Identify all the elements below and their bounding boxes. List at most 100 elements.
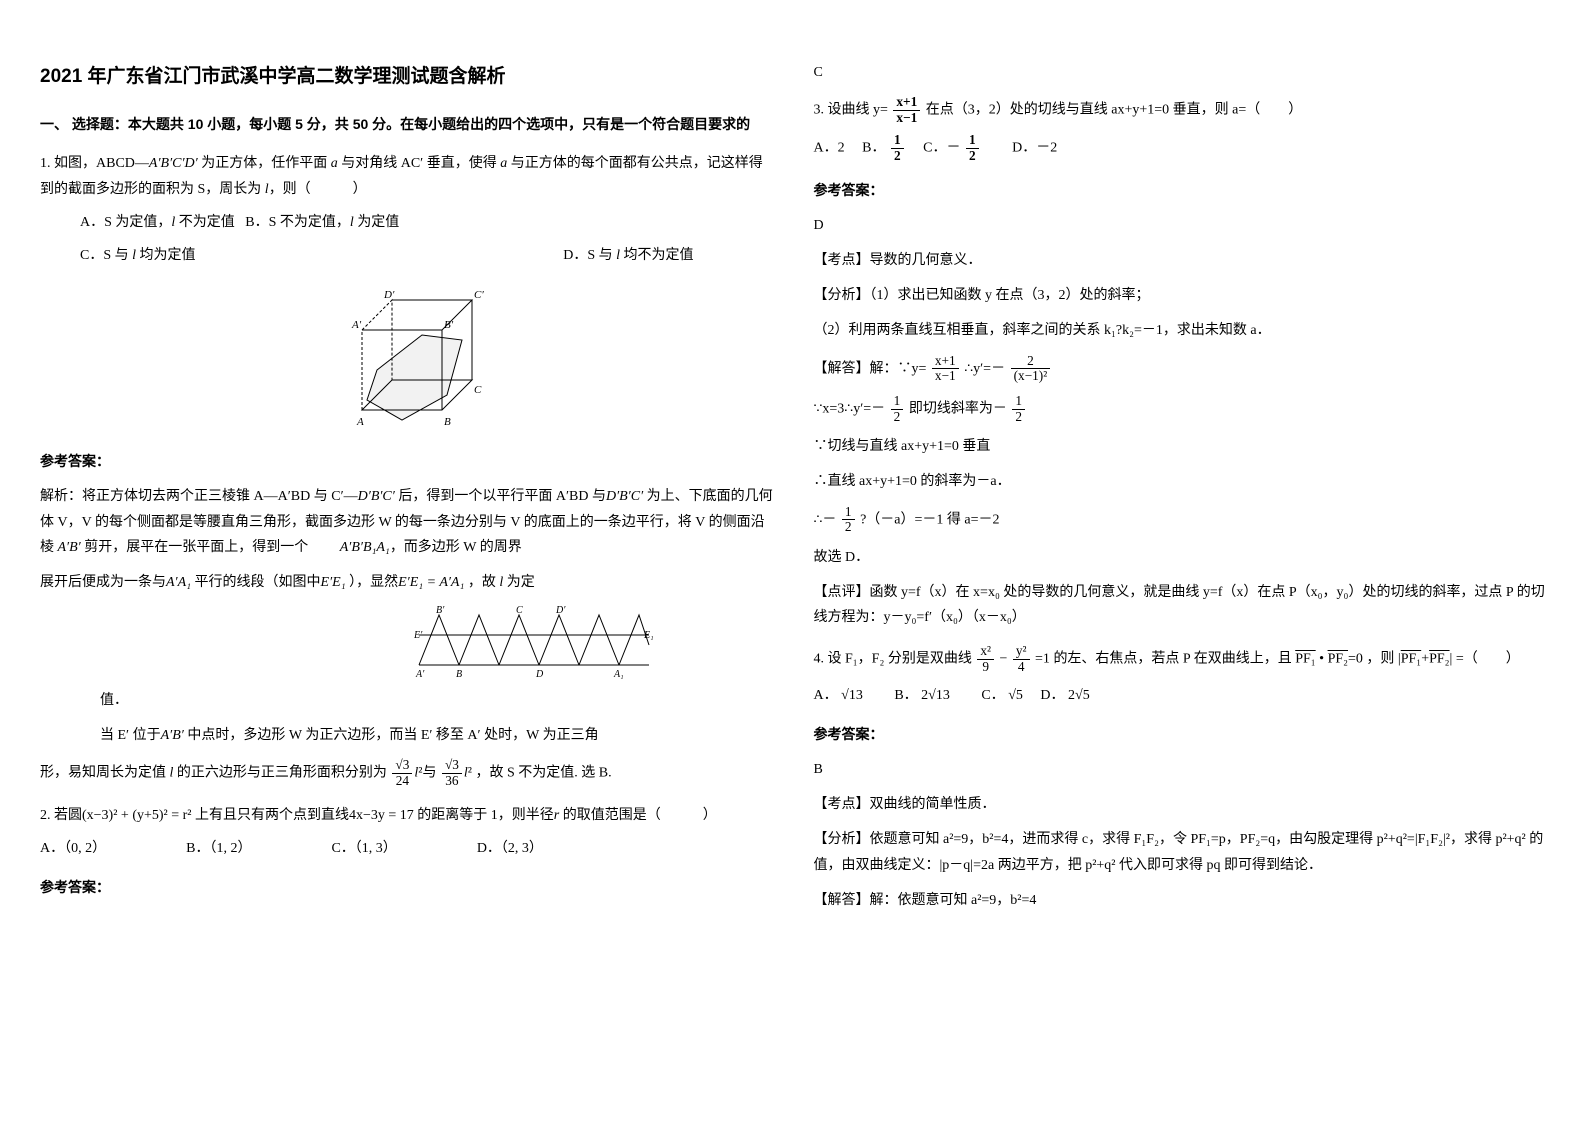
option-b: B． <box>862 141 885 156</box>
answer-label: 参考答案： <box>40 875 774 900</box>
option-b: B．S 不为定值， <box>245 215 350 230</box>
question-3: 3. 设曲线 y= x+1x−1 在点（3，2）处的切线与直线 ax+y+1=0… <box>814 95 1548 630</box>
q2-answer: C <box>814 60 1548 85</box>
q3-fenxi1: 【分析】（1）求出已知函数 y 在点（3，2）处的斜率； <box>814 283 1548 308</box>
svg-text:A: A <box>356 416 364 428</box>
q1-analysis-2: 展开后便成为一条与A′A₁ 平行的线段（如图中E′E₁ ），显然E′E₁ = A… <box>40 570 774 595</box>
fraction: x+1x−1 <box>932 354 959 384</box>
question-1: 1. 如图，ABCD—A′B′C′D′ 为正方体，任作平面 a 与对角线 AC′… <box>40 151 774 788</box>
var-a: a <box>500 156 507 171</box>
q4-answer: B <box>814 757 1548 782</box>
option-c: C．S 与 l 均为定值 <box>80 243 196 268</box>
question-4: 4. 设 F₁，F₂ 分别是双曲线 x²9 − y²4 =1 的左、右焦点，若点… <box>814 644 1548 913</box>
svg-text:C: C <box>516 605 523 616</box>
option-a: A．（0, 2） <box>40 836 106 861</box>
fraction: y²4 <box>1013 644 1030 674</box>
svg-text:D′: D′ <box>383 289 395 301</box>
q1-analysis-1: 解析：将正方体切去两个正三棱锥 A—A′BD 与 C′—D′B′C′ 后，得到一… <box>40 484 774 560</box>
svg-text:A₁: A₁ <box>613 669 624 680</box>
svg-text:B′: B′ <box>444 319 454 331</box>
math: (x−3)² + (y+5)² = r² <box>82 808 191 823</box>
q1-analysis-5: 形，易知周长为定值 l 的正六边形与正三角形面积分别为 √324l²与 √336… <box>40 758 774 788</box>
q1-analysis-4: 当 E′ 位于A′B′ 中点时，多边形 W 为正六边形，而当 E′ 移至 A′ … <box>40 723 774 748</box>
option-b: B． <box>894 688 917 703</box>
fraction: x+1x−1 <box>893 95 920 125</box>
q3-fenxi2: （2）利用两条直线互相垂直，斜率之间的关系 k₁?k₂=－1，求出未知数 a． <box>814 318 1548 343</box>
page-title: 2021 年广东省江门市武溪中学高二数学理测试题含解析 <box>40 60 774 94</box>
q1-body: 1. 如图，ABCD—A′B′C′D′ 为正方体，任作平面 a 与对角线 AC′… <box>40 151 774 201</box>
option-d: D．（2, 3） <box>477 836 543 861</box>
fraction: 12 <box>891 394 904 424</box>
cube-figure: A B C A′ B′ C′ D′ <box>322 280 492 435</box>
q3-jieda2: ∵x=3∴y′=－ 12 即切线斜率为－ 12 <box>814 394 1548 424</box>
q3-jieda1: 【解答】解：∵y= x+1x−1 ∴y′=－ 2(x−1)² <box>814 354 1548 384</box>
vector: PF₂ <box>1328 652 1348 667</box>
math: A′B′C′D′ <box>149 156 198 171</box>
var-a: a <box>331 156 338 171</box>
q4-jieda: 【解答】解：依题意可知 a²=9，b²=4 <box>814 888 1548 913</box>
q4-body: 4. 设 F₁，F₂ 分别是双曲线 x²9 − y²4 =1 的左、右焦点，若点… <box>814 644 1548 674</box>
math: 4x−3y = 17 <box>349 808 414 823</box>
fraction: x²9 <box>977 644 994 674</box>
text: 不为定值 <box>175 215 235 230</box>
vector: PF₁ <box>1401 652 1421 667</box>
fraction: 12 <box>891 133 904 163</box>
q3-dianping: 【点评】函数 y=f（x）在 x=x₀ 处的导数的几何意义，就是曲线 y=f（x… <box>814 580 1548 630</box>
q2-body: 2. 若圆(x−3)² + (y+5)² = r² 上有且只有两个点到直线4x−… <box>40 803 774 828</box>
svg-text:E₁: E₁ <box>643 630 654 641</box>
fraction: 2(x−1)² <box>1011 354 1051 384</box>
q3-answer: D <box>814 213 1548 238</box>
q4-fenxi: 【分析】依题意可知 a²=9，b²=4，进而求得 c，求得 F₁F₂，令 PF₁… <box>814 827 1548 877</box>
option-a: A．2 <box>814 141 845 156</box>
option-b: B．（1, 2） <box>186 836 251 861</box>
option-c: C． <box>981 688 1004 703</box>
answer-label: 参考答案： <box>40 449 774 474</box>
q1-options-cd: C．S 与 l 均为定值 D．S 与 l 均不为定值 <box>40 243 774 268</box>
svg-text:C: C <box>474 384 482 396</box>
text: 为正方体，任作平面 <box>201 156 327 171</box>
answer-label: 参考答案： <box>814 178 1548 203</box>
q3-jieda3: ∵切线与直线 ax+y+1=0 垂直 <box>814 434 1548 459</box>
answer-label: 参考答案： <box>814 722 1548 747</box>
vector: PF₁ <box>1295 652 1315 667</box>
q3-kaodian: 【考点】导数的几何意义． <box>814 248 1548 273</box>
fraction: √324 <box>392 758 412 788</box>
fraction: 12 <box>842 505 855 535</box>
svg-text:D: D <box>535 669 544 680</box>
q4-kaodian: 【考点】双曲线的简单性质． <box>814 792 1548 817</box>
svg-text:B: B <box>444 416 451 428</box>
svg-text:A′: A′ <box>351 319 362 331</box>
fraction: 12 <box>1012 394 1025 424</box>
text: 为定值 <box>354 215 400 230</box>
option-c: C．－ <box>923 141 960 156</box>
q1-options-ab: A．S 为定值，l 不为定值 B．S 不为定值，l 为定值 <box>40 210 774 235</box>
svg-text:B: B <box>456 669 462 680</box>
svg-text:C′: C′ <box>474 289 484 301</box>
option-a: A．S 为定值， <box>80 215 171 230</box>
q3-jieda4: ∴直线 ax+y+1=0 的斜率为－a． <box>814 469 1548 494</box>
q3-body: 3. 设曲线 y= x+1x−1 在点（3，2）处的切线与直线 ax+y+1=0… <box>814 95 1548 125</box>
q3-jieda6: 故选 D． <box>814 545 1548 570</box>
svg-text:B′: B′ <box>436 605 445 616</box>
q3-options: A．2 B． 12 C．－ 12 D．－2 <box>814 133 1548 163</box>
svg-text:E′: E′ <box>414 630 423 641</box>
text: 1. 如图，ABCD— <box>40 156 149 171</box>
text: 与对角线 AC′ 垂直，使得 <box>341 156 497 171</box>
q1-analysis-3: 值． <box>40 688 774 713</box>
q3-jieda5: ∴－ 12 ?（－a）=－1 得 a=－2 <box>814 505 1548 535</box>
q2-options: A．（0, 2） B．（1, 2） C．（1, 3） D．（2, 3） <box>40 836 774 861</box>
option-d: D．S 与 l 均不为定值 <box>563 243 693 268</box>
q4-options: A． 13 B． 213 C． 5 D． 25 <box>814 683 1548 708</box>
option-a: A． <box>814 688 838 703</box>
option-d: D． <box>1040 688 1064 703</box>
vector: PF₂ <box>1429 652 1449 667</box>
section-header: 一、 选择题：本大题共 10 小题，每小题 5 分，共 50 分。在每小题给出的… <box>40 112 774 137</box>
option-d: D．－2 <box>1012 141 1057 156</box>
hexagon-figure: A′ B D A₁ B′ C D′ E₁ E′ <box>414 605 654 680</box>
fraction: 12 <box>966 133 979 163</box>
option-c: C．（1, 3） <box>331 836 396 861</box>
text: ，则（ ） <box>269 182 367 197</box>
fraction: √336 <box>442 758 462 788</box>
svg-text:D′: D′ <box>555 605 566 616</box>
question-2: 2. 若圆(x−3)² + (y+5)² = r² 上有且只有两个点到直线4x−… <box>40 803 774 901</box>
